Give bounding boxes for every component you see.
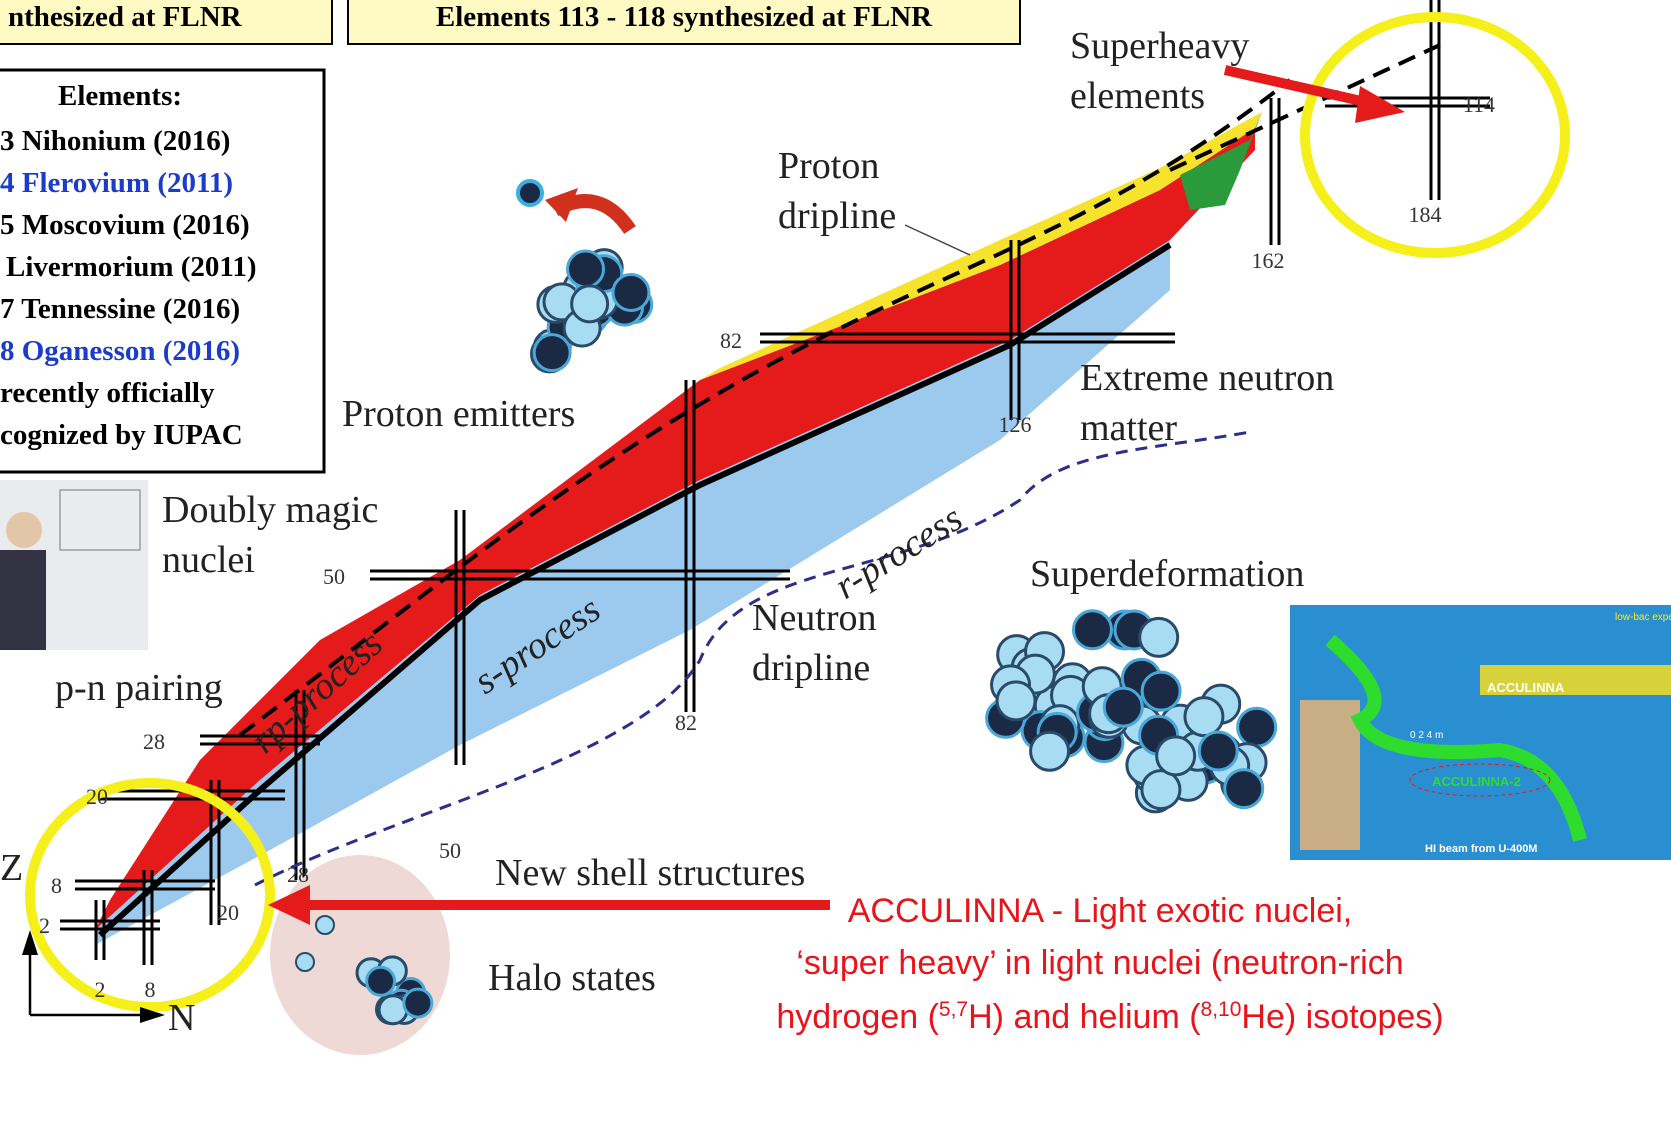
photo-person (6, 512, 42, 548)
element-item: 3 Nihonium (2016) (0, 125, 230, 157)
nucleon (572, 286, 608, 322)
acculinna-text: hydrogen (5,7H) and helium (8,10He) isot… (776, 998, 1443, 1036)
label: elements (1070, 75, 1205, 117)
nucleon (1142, 672, 1180, 710)
element-item: recently officially (0, 377, 215, 409)
element-item: Livermorium (2011) (6, 251, 256, 283)
magic-n-label: 82 (675, 710, 697, 735)
magic-z-label: 20 (86, 784, 108, 809)
magic-z-label: 2 (39, 913, 50, 938)
label: dripline (778, 195, 896, 237)
label: Z (0, 847, 23, 889)
label: Proton emitters (342, 393, 575, 435)
nucleon (1157, 737, 1195, 775)
magic-n-label: 184 (1409, 202, 1442, 227)
magic-n-label: 50 (439, 838, 461, 863)
superscript: 8,10 (1201, 998, 1242, 1021)
element-item: 7 Tennessine (2016) (0, 293, 240, 325)
label: Superdeformation (1030, 553, 1304, 595)
text-part: He) isotopes) (1241, 998, 1443, 1036)
label: dripline (752, 647, 870, 689)
magic-z-label: 8 (51, 873, 62, 898)
photo-person (0, 550, 46, 650)
nucleon (997, 682, 1035, 720)
halo-neutron (316, 916, 334, 934)
superscript: 5,7 (939, 998, 968, 1021)
magic-z-label: 114 (1463, 92, 1495, 117)
label: nuclei (162, 539, 255, 581)
pointer (905, 225, 970, 255)
magic-n-label: 2 (95, 977, 106, 1002)
nucleon (404, 989, 432, 1017)
label: Neutron (752, 597, 877, 639)
nucleon (534, 335, 570, 371)
label: N (168, 997, 195, 1039)
acculinna-text: ACCULINNA - Light exotic nuclei, (848, 892, 1353, 930)
text-part: hydrogen ( (776, 998, 939, 1036)
header-text: Elements 113 - 118 synthesized at FLNR (436, 1, 933, 33)
element-item: 5 Moscovium (2016) (0, 209, 250, 241)
magic-n-label: 8 (145, 977, 156, 1002)
magic-n-label: 20 (217, 900, 239, 925)
inset-label: ACCULINNA-2 (1432, 774, 1521, 789)
nucleon (1031, 732, 1069, 770)
magic-z-label: 50 (323, 564, 345, 589)
element-item: 4 Flerovium (2011) (0, 167, 233, 199)
nucleon (367, 967, 395, 995)
diagram: nthesized at FLNR Elements 113 - 118 syn… (0, 0, 1671, 1124)
proton (518, 181, 542, 205)
nucleon (1225, 770, 1263, 808)
nucleon (1199, 732, 1237, 770)
acculinna-text: ‘super heavy’ in light nuclei (neutron-r… (796, 944, 1403, 982)
halo-neutron (296, 953, 314, 971)
nucleon (1238, 708, 1276, 746)
label: Doubly magic (162, 489, 378, 531)
magic-n-label: 162 (1252, 248, 1285, 273)
label: Extreme neutron (1080, 357, 1334, 399)
nucleon (1185, 698, 1223, 736)
inset-label: ACCULINNA (1487, 680, 1565, 695)
inset-label: 0 2 4 m (1410, 730, 1443, 741)
text-part: H) and helium ( (968, 998, 1201, 1036)
inset-label: low-bac experim (1615, 612, 1671, 623)
nucleon (568, 251, 604, 287)
label: New shell structures (495, 852, 805, 894)
inset-wall (1300, 700, 1360, 850)
elements-title: Elements: (58, 80, 182, 112)
element-item: cognized by IUPAC (0, 419, 243, 451)
label: Proton (778, 145, 879, 187)
label: Superheavy (1070, 25, 1249, 67)
nucleon (1140, 618, 1178, 656)
nucleon (1104, 688, 1142, 726)
magic-n-label: 28 (287, 862, 309, 887)
nucleon (1073, 611, 1111, 649)
inset-label: HI beam from U-400M (1425, 843, 1537, 855)
nucleon (1142, 771, 1180, 809)
element-item: 8 Oganesson (2016) (0, 335, 240, 367)
label: Halo states (488, 957, 656, 999)
magic-n-label: 126 (999, 412, 1032, 437)
magic-z-label: 28 (143, 729, 165, 754)
nucleon (613, 274, 649, 310)
magic-z-label: 82 (720, 328, 742, 353)
header-text: nthesized at FLNR (8, 1, 243, 33)
label: matter (1080, 407, 1177, 449)
label: p-n pairing (55, 667, 223, 709)
